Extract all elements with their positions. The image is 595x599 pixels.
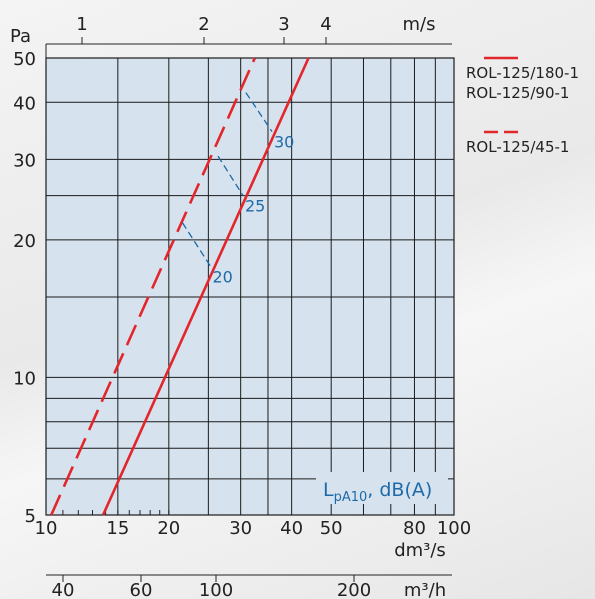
y-tick-label: 10 [13, 368, 36, 389]
y-axis-label: Pa [10, 26, 31, 47]
sound-level-label: 30 [274, 133, 294, 152]
bottom2-tick-label: 40 [52, 580, 75, 599]
series-line-dashed [50, 57, 257, 516]
x-tick-label: 30 [229, 518, 252, 539]
top-tick-label: 3 [278, 14, 289, 35]
legend-label: ROL-125/180-1 [466, 64, 579, 82]
bottom2-axis-unit: m³/h [404, 580, 446, 599]
legend-label: ROL-125/90-1 [466, 84, 569, 102]
sound-level-line [217, 155, 244, 196]
legend-label: ROL-125/45-1 [466, 138, 569, 156]
sound-level-title-bg [316, 472, 448, 504]
x-tick-label: 100 [437, 518, 471, 539]
top-axis-unit: m/s [403, 14, 436, 35]
sound-level-label: 20 [212, 267, 232, 286]
sound-level-title: LpA10, dB(A) [323, 479, 432, 505]
chart-axes [45, 37, 452, 582]
sound-level-lines: 20 25 30 LpA10, dB(A) [181, 92, 448, 505]
bottom2-tick-label: 100 [199, 580, 233, 599]
top-tick-label: 4 [320, 14, 331, 35]
y-tick-label: 5 [25, 506, 36, 527]
x-axis-unit: dm³/s [394, 540, 446, 561]
x-tick-label: 10 [35, 518, 58, 539]
top-tick-label: 2 [198, 14, 209, 35]
x-tick-label: 80 [403, 518, 426, 539]
sound-level-line [181, 222, 212, 267]
plot-background [46, 58, 454, 515]
y-tick-label: 40 [13, 93, 36, 114]
sound-level-line [245, 92, 273, 133]
x-tick-label: 40 [280, 518, 303, 539]
bottom2-tick-label: 60 [130, 580, 153, 599]
top-tick-label: 1 [76, 14, 87, 35]
chart-series [50, 57, 310, 516]
sound-level-title-box: LpA10, dB(A) [316, 472, 448, 505]
x-tick-label: 15 [106, 518, 129, 539]
y-tick-label: 30 [13, 150, 36, 171]
plot-frame [45, 57, 455, 516]
x-tick-label: 50 [320, 518, 343, 539]
x-tick-label: 20 [157, 518, 180, 539]
series-line-solid [101, 57, 310, 516]
y-tick-label: 20 [13, 231, 36, 252]
chart-legend: ROL-125/180-1 ROL-125/90-1 ROL-125/45-1 [466, 56, 579, 156]
bottom2-tick-label: 200 [337, 580, 371, 599]
sound-level-label: 25 [245, 197, 265, 216]
chart-grid [45, 57, 455, 516]
y-tick-label: 50 [13, 49, 36, 70]
